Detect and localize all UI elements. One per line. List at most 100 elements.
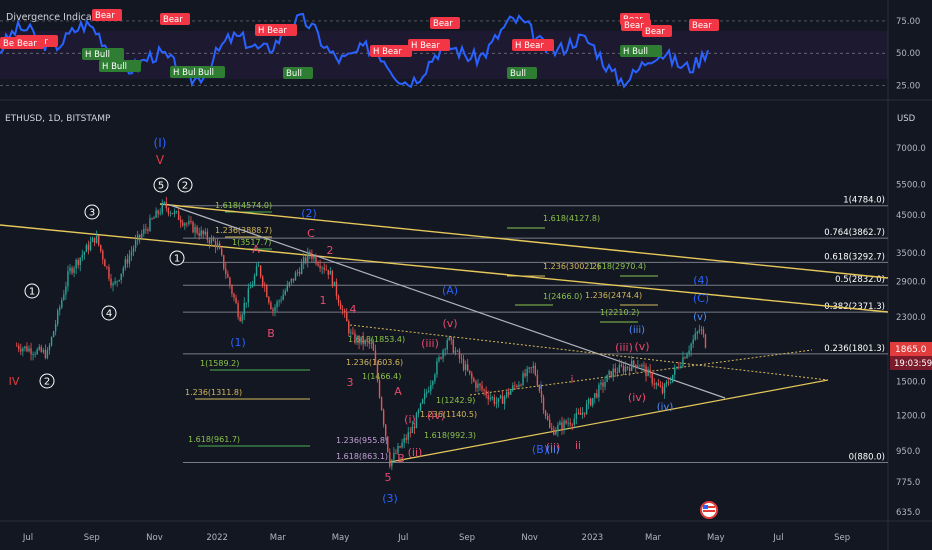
- candle-body: [704, 334, 707, 348]
- candle-body: [290, 278, 293, 283]
- fib-ext-label: 1(1242.9): [436, 396, 475, 405]
- wave-label: 5: [158, 181, 164, 192]
- fib-level-label: 0.382(2371.3): [824, 302, 885, 312]
- divergence-badge: [408, 39, 450, 51]
- candle-body: [530, 367, 532, 369]
- candle-body: [257, 265, 260, 267]
- candle-body: [389, 451, 391, 467]
- candle-body: [425, 392, 428, 394]
- candle-body: [227, 273, 229, 278]
- candle-body: [411, 426, 414, 434]
- candle-body: [626, 366, 629, 368]
- candle-body: [526, 368, 528, 377]
- price-axis-label: 950.0: [896, 447, 920, 457]
- divergence-label: Bear: [95, 11, 115, 21]
- candle-body: [448, 337, 450, 341]
- candle-body: [147, 229, 149, 232]
- wave-label: A: [394, 385, 402, 398]
- candle-body: [651, 373, 653, 384]
- trendline[interactable]: [0, 224, 889, 313]
- indicator-level-label: 50.00: [896, 49, 920, 59]
- candle-body: [112, 283, 114, 286]
- symbol-label: ETHUSD, 1D, BITSTAMP: [5, 114, 111, 124]
- candle-body: [198, 233, 200, 236]
- wave-label: (A): [442, 284, 458, 297]
- candle-body: [419, 403, 422, 411]
- candle-body: [151, 218, 153, 220]
- wave-label: (ii): [408, 446, 423, 459]
- candle-body: [647, 369, 649, 377]
- candle-body: [296, 271, 299, 273]
- candle-body: [69, 267, 71, 272]
- candle-body: [327, 269, 329, 275]
- candle-body: [268, 296, 270, 303]
- candle-body: [270, 302, 272, 310]
- candle-body: [282, 294, 284, 300]
- candle-body: [298, 271, 301, 274]
- candle-body: [223, 255, 225, 269]
- x-axis-label: Sep: [459, 533, 475, 543]
- wave-label: 3: [89, 208, 95, 219]
- wave-label: (v): [693, 312, 707, 323]
- candle-body: [583, 412, 586, 414]
- candle-body: [442, 350, 444, 359]
- candle-body: [569, 422, 571, 425]
- countdown: 19:03:59: [894, 359, 932, 369]
- candle-body: [423, 393, 426, 400]
- candle-body: [362, 336, 364, 345]
- candle-body: [501, 395, 504, 404]
- x-axis-label: Nov: [146, 533, 163, 543]
- candle-body: [614, 368, 616, 373]
- candle-body: [637, 365, 639, 368]
- fib-ext-label: 1.236(3002.2): [543, 262, 600, 271]
- wave-label: (iii): [615, 341, 633, 354]
- x-axis-label: May: [707, 533, 725, 543]
- fib-ext-label: 1(1589.2): [200, 359, 239, 368]
- candle-body: [641, 364, 643, 367]
- wave-label: (v): [442, 317, 457, 330]
- candle-body: [155, 210, 157, 218]
- candle-body: [483, 389, 485, 391]
- divergence-label: H Bear: [258, 26, 287, 36]
- divergence-label: H Bear: [373, 47, 402, 57]
- candle-body: [417, 410, 420, 414]
- candle-body: [32, 354, 34, 356]
- candle-body: [212, 238, 215, 241]
- candle-body: [686, 353, 688, 359]
- us-flag-icon[interactable]: [700, 501, 718, 519]
- candle-body: [391, 459, 393, 467]
- x-axis-label: Sep: [84, 533, 100, 543]
- candle-body: [40, 346, 42, 352]
- candle-body: [698, 330, 701, 332]
- trendline[interactable]: [469, 349, 813, 396]
- candle-body: [505, 391, 508, 397]
- trendline[interactable]: [389, 379, 829, 463]
- candle-body: [407, 432, 409, 440]
- candle-body: [600, 382, 602, 385]
- wave-circle: [84, 204, 100, 220]
- price-axis-label: 5500.0: [896, 181, 926, 191]
- candle-body: [512, 385, 514, 391]
- candle-body: [249, 287, 252, 289]
- candle-body: [495, 402, 498, 404]
- candle-body: [210, 238, 213, 244]
- candle-body: [630, 360, 633, 372]
- candle-body: [450, 337, 452, 340]
- candle-body: [305, 257, 307, 263]
- trendline[interactable]: [169, 204, 726, 399]
- wave-label: 1: [29, 287, 35, 298]
- trendline[interactable]: [159, 203, 889, 279]
- price-axis-label: 1500.0: [896, 378, 926, 388]
- wave-label: i: [570, 373, 573, 386]
- candle-body: [561, 422, 563, 430]
- indicator-pane: Divergence Indicator 75.00 50.00 25.00 Bea…: [0, 0, 932, 101]
- candle-body: [149, 218, 151, 232]
- divergence-badge: [512, 39, 554, 51]
- wave-label: (iv): [657, 402, 674, 413]
- trendline[interactable]: [349, 324, 829, 381]
- candle-body: [624, 366, 627, 372]
- candle-body: [229, 277, 231, 286]
- candle-body: [30, 348, 32, 355]
- candle-body: [485, 390, 487, 396]
